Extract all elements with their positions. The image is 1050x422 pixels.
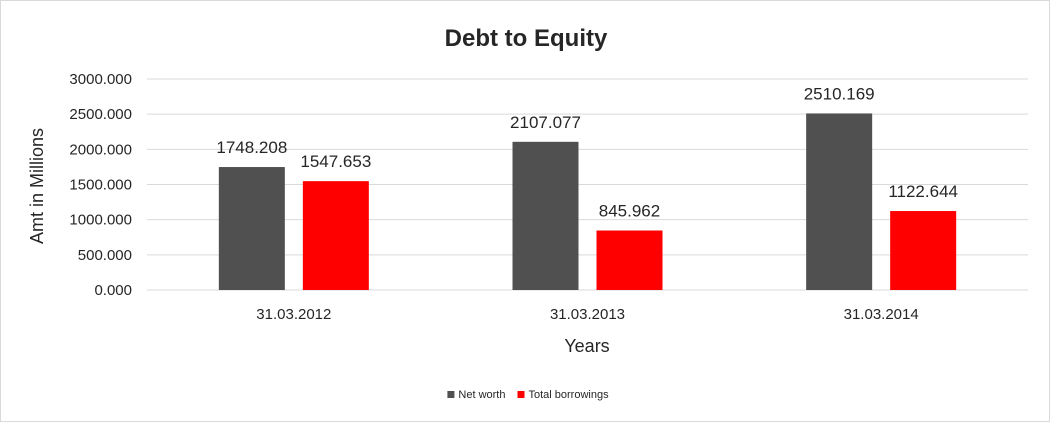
y-axis-title: Amt in Millions [27,128,47,244]
y-tick-label: 2500.000 [69,106,132,123]
legend-label: Net worth [458,389,505,401]
x-tick-label: 31.03.2014 [844,306,919,323]
bar-total-borrowings [890,211,957,290]
legend-swatch [517,391,525,398]
y-tick-label: 2000.000 [69,141,132,158]
chart-title: Debt to Equity [445,25,608,52]
data-label: 1547.653 [300,152,371,171]
legend-label: Total borrowings [528,389,609,401]
bar-net-worth [218,167,285,290]
data-label: 1748.208 [216,138,287,157]
legend: Net worth Total borrowings [447,389,609,401]
bar-net-worth [806,113,873,290]
x-axis-ticks: 31.03.2012 31.03.2013 31.03.2014 [256,306,918,323]
y-tick-label: 3000.000 [69,71,132,88]
bars: 1748.208 1547.653 2107.077 845.962 2510.169 1… [216,84,958,290]
data-label: 2107.077 [510,113,581,132]
data-label: 2510.169 [804,84,875,103]
x-axis-title: Years [564,336,609,356]
x-tick-label: 31.03.2013 [550,306,625,323]
legend-swatch [447,391,455,398]
data-label: 845.962 [599,202,660,221]
y-tick-label: 1500.000 [69,177,132,194]
bar-net-worth [512,141,579,290]
y-tick-label: 500.000 [78,247,132,264]
bar-total-borrowings [596,230,663,290]
y-axis-ticks: 0.000 500.000 1000.000 1500.000 2000.000 2500… [69,71,132,299]
data-label: 1122.644 [888,182,958,201]
x-tick-label: 31.03.2012 [256,306,331,323]
bar-total-borrowings [302,181,369,290]
y-tick-label: 1000.000 [69,212,132,229]
y-tick-label: 0.000 [94,282,132,299]
grid-lines [147,78,1028,291]
